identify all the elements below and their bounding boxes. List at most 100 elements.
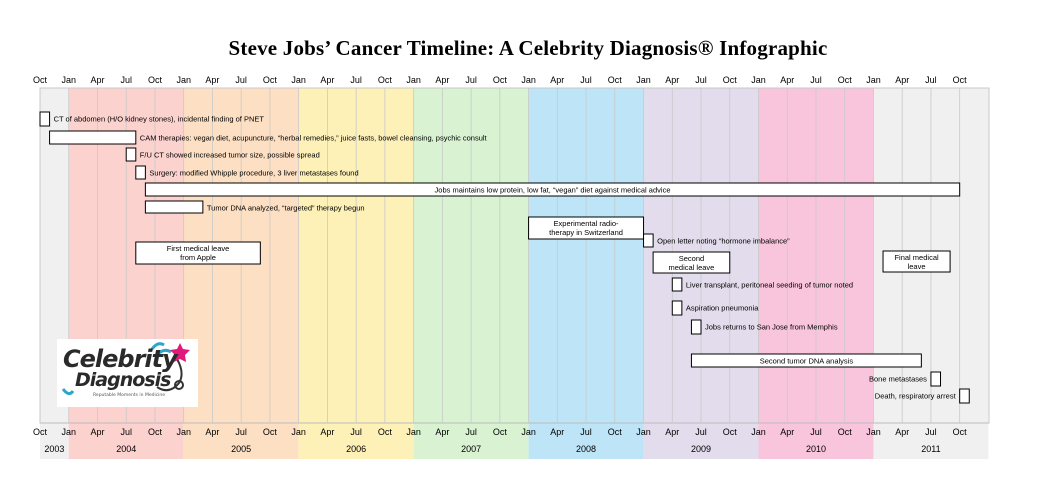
bottom-month-tick: Oct bbox=[723, 427, 738, 437]
top-month-tick: Jan bbox=[61, 75, 76, 85]
top-month-tick: Apr bbox=[665, 75, 679, 85]
bottom-month-tick: Oct bbox=[838, 427, 853, 437]
year-label: 2008 bbox=[576, 444, 596, 454]
bottom-month-tick: Jan bbox=[61, 427, 76, 437]
top-month-tick: Jan bbox=[291, 75, 306, 85]
event-label: Death, respiratory arrest bbox=[875, 392, 957, 401]
top-month-tick: Jan bbox=[521, 75, 536, 85]
bottom-month-tick: Apr bbox=[780, 427, 794, 437]
top-month-tick: Oct bbox=[608, 75, 623, 85]
bottom-month-tick: Jan bbox=[866, 427, 881, 437]
event-label: Second tumor DNA analysis bbox=[760, 357, 854, 366]
year-label: 2004 bbox=[116, 444, 136, 454]
bottom-month-tick: Jul bbox=[810, 427, 822, 437]
bottom-month-tick: Apr bbox=[320, 427, 334, 437]
bottom-month-tick: Oct bbox=[263, 427, 278, 437]
top-month-tick: Apr bbox=[320, 75, 334, 85]
event-label: CT of abdomen (H/O kidney stones), incid… bbox=[54, 115, 265, 124]
event-label: First medical leave from Apple bbox=[167, 244, 230, 262]
year-label: 2011 bbox=[921, 444, 940, 454]
event-label: Surgery: modified Whipple procedure, 3 l… bbox=[149, 169, 358, 178]
event-label: CAM therapies: vegan diet, acupuncture, … bbox=[140, 134, 488, 143]
top-month-tick: Jul bbox=[465, 75, 477, 85]
event-box bbox=[125, 147, 137, 162]
year-label: 2007 bbox=[461, 444, 481, 454]
bottom-month-tick: Apr bbox=[90, 427, 104, 437]
top-month-tick: Jul bbox=[695, 75, 707, 85]
event-label: Second medical leave bbox=[669, 254, 715, 272]
bottom-month-tick: Jul bbox=[235, 427, 247, 437]
top-month-tick: Apr bbox=[550, 75, 564, 85]
top-month-tick: Oct bbox=[838, 75, 853, 85]
bottom-month-tick: Oct bbox=[608, 427, 623, 437]
top-month-tick: Jan bbox=[636, 75, 651, 85]
top-month-tick: Jul bbox=[350, 75, 362, 85]
celebrity-diagnosis-logo: Celebrity Diagnosis Reputable Moments in… bbox=[57, 339, 198, 407]
bottom-month-tick: Jan bbox=[521, 427, 536, 437]
event-box bbox=[959, 388, 970, 404]
year-label: 2003 bbox=[44, 444, 64, 454]
bottom-month-tick: Jul bbox=[350, 427, 362, 437]
bottom-month-tick: Oct bbox=[493, 427, 508, 437]
event-box bbox=[690, 353, 922, 368]
event-label: Bone metastases bbox=[869, 375, 927, 384]
year-label: 2006 bbox=[346, 444, 366, 454]
bottom-month-tick: Apr bbox=[205, 427, 219, 437]
top-month-tick: Oct bbox=[493, 75, 508, 85]
event-box bbox=[528, 216, 645, 240]
bottom-month-tick: Oct bbox=[953, 427, 968, 437]
top-month-tick: Jul bbox=[120, 75, 132, 85]
bottom-month-tick: Jul bbox=[925, 427, 937, 437]
top-month-tick: Oct bbox=[148, 75, 163, 85]
top-month-tick: Jan bbox=[176, 75, 191, 85]
event-box bbox=[671, 300, 683, 316]
event-box bbox=[882, 250, 951, 273]
top-month-tick: Jul bbox=[810, 75, 822, 85]
event-label: F/U CT showed increased tumor size, poss… bbox=[140, 151, 320, 160]
event-box bbox=[135, 241, 261, 265]
top-month-tick: Oct bbox=[33, 75, 48, 85]
event-box bbox=[643, 233, 654, 248]
bottom-month-tick: Jan bbox=[176, 427, 191, 437]
top-month-tick: Jan bbox=[866, 75, 881, 85]
top-month-tick: Apr bbox=[895, 75, 909, 85]
bottom-month-tick: Jul bbox=[120, 427, 132, 437]
bottom-month-tick: Jan bbox=[636, 427, 651, 437]
top-month-tick: Oct bbox=[263, 75, 278, 85]
event-label: Final medical leave bbox=[894, 253, 939, 271]
year-label: 2009 bbox=[691, 444, 711, 454]
event-label: Jobs maintains low protein, low fat, “ve… bbox=[435, 186, 671, 195]
top-month-tick: Jan bbox=[406, 75, 421, 85]
top-month-tick: Oct bbox=[723, 75, 738, 85]
bottom-month-tick: Oct bbox=[148, 427, 163, 437]
event-box bbox=[39, 111, 51, 127]
top-month-tick: Jul bbox=[580, 75, 592, 85]
event-label: Liver transplant, peritoneal seeding of … bbox=[686, 281, 853, 290]
bottom-month-tick: Jul bbox=[695, 427, 707, 437]
event-box bbox=[652, 251, 731, 274]
bottom-month-tick: Oct bbox=[33, 427, 48, 437]
event-label: Jobs returns to San Jose from Memphis bbox=[705, 323, 838, 332]
event-box bbox=[135, 165, 146, 180]
bottom-month-tick: Jul bbox=[580, 427, 592, 437]
top-month-tick: Apr bbox=[205, 75, 219, 85]
year-label: 2005 bbox=[231, 444, 251, 454]
event-box bbox=[671, 277, 683, 292]
bottom-month-tick: Apr bbox=[435, 427, 449, 437]
event-label: Experimental radio-therapy in Switzerlan… bbox=[549, 219, 623, 237]
bottom-month-tick: Jan bbox=[751, 427, 766, 437]
top-month-tick: Apr bbox=[90, 75, 104, 85]
event-label: Aspiration pneumonia bbox=[686, 304, 759, 313]
bottom-month-tick: Apr bbox=[665, 427, 679, 437]
logo-tagline: Reputable Moments in Medicine bbox=[93, 393, 166, 398]
logo-line1: Celebrity bbox=[63, 345, 178, 373]
bottom-month-tick: Jan bbox=[291, 427, 306, 437]
year-label: 2010 bbox=[806, 444, 826, 454]
logo-line2: Diagnosis bbox=[75, 369, 171, 391]
bottom-month-tick: Apr bbox=[550, 427, 564, 437]
chart-title: Steve Jobs’ Cancer Timeline: A Celebrity… bbox=[228, 36, 828, 60]
top-month-tick: Apr bbox=[780, 75, 794, 85]
bottom-month-tick: Jan bbox=[406, 427, 421, 437]
bottom-month-tick: Oct bbox=[378, 427, 393, 437]
